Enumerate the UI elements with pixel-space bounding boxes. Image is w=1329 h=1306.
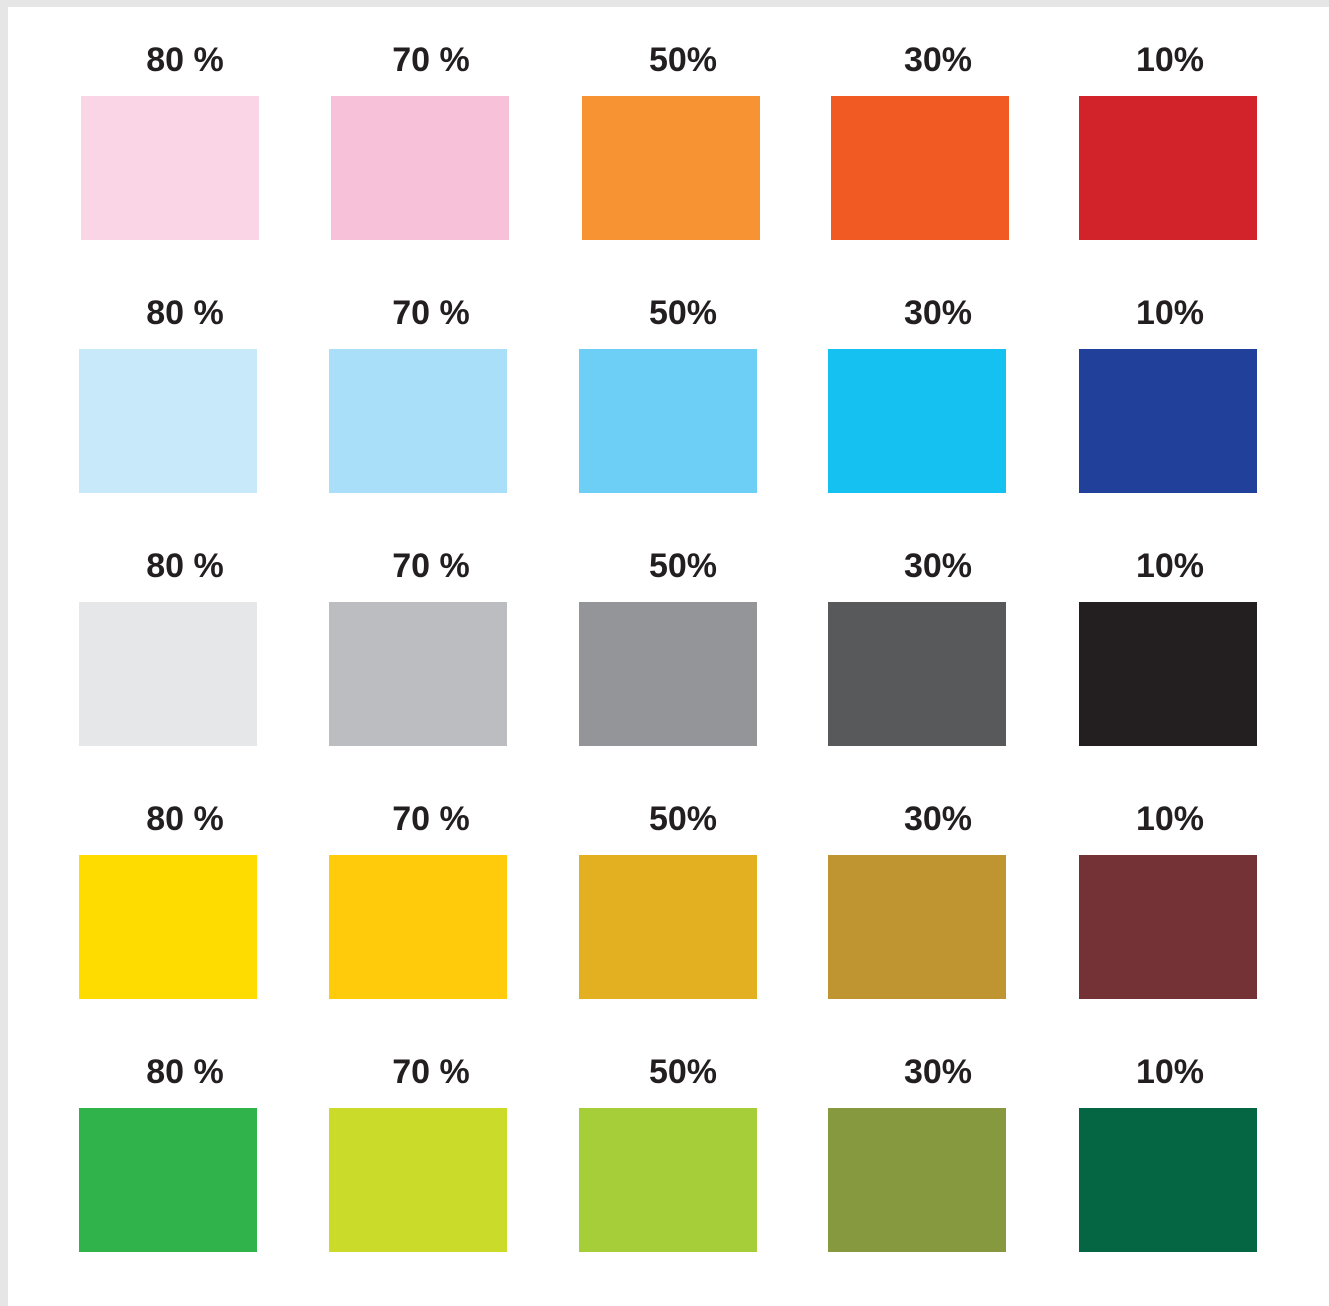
- swatch-cell: 50%: [579, 766, 757, 999]
- swatch-cell: 10%: [1079, 260, 1257, 493]
- swatch-cell: 80 %: [81, 7, 259, 240]
- swatch-sheet: 80 % 70 % 50% 30% 10% 80 % 70 % 50% 30% 10% 80 %…: [8, 7, 1329, 1306]
- swatch-label: 50%: [648, 294, 718, 332]
- swatch-cell: 30%: [828, 766, 1006, 999]
- color-swatch: [579, 855, 757, 999]
- swatch-cell: 80 %: [79, 1019, 257, 1252]
- swatch-cell: 30%: [828, 1019, 1006, 1252]
- swatch-cell: 70 %: [329, 766, 507, 999]
- swatch-label: 50%: [648, 800, 718, 838]
- swatch-label: 10%: [1135, 800, 1205, 838]
- swatch-label: 80 %: [146, 800, 224, 838]
- swatch-label: 80 %: [146, 547, 224, 585]
- color-swatch: [828, 602, 1006, 746]
- color-swatch: [828, 855, 1006, 999]
- color-swatch: [79, 855, 257, 999]
- color-swatch: [329, 1108, 507, 1252]
- color-swatch: [579, 349, 757, 493]
- swatch-label: 30%: [903, 1053, 973, 1091]
- color-swatch: [1079, 855, 1257, 999]
- swatch-cell: 70 %: [329, 1019, 507, 1252]
- swatch-cell: 70 %: [329, 260, 507, 493]
- swatch-cell: 10%: [1079, 1019, 1257, 1252]
- swatch-row-gray: 80 % 70 % 50% 30% 10%: [8, 513, 1329, 746]
- swatch-label: 70 %: [392, 1053, 470, 1091]
- swatch-cell: 30%: [831, 7, 1009, 240]
- swatch-cell: 30%: [828, 513, 1006, 746]
- swatch-label: 70 %: [392, 547, 470, 585]
- swatch-label: 80 %: [146, 41, 224, 79]
- swatch-row-yellow-brown: 80 % 70 % 50% 30% 10%: [8, 766, 1329, 999]
- swatch-cell: 10%: [1079, 766, 1257, 999]
- swatch-row-blue: 80 % 70 % 50% 30% 10%: [8, 260, 1329, 493]
- swatch-cell: 70 %: [329, 513, 507, 746]
- swatch-cell: 10%: [1079, 7, 1257, 240]
- swatch-label: 10%: [1135, 547, 1205, 585]
- swatch-label: 50%: [648, 1053, 718, 1091]
- swatch-label: 80 %: [146, 1053, 224, 1091]
- color-swatch: [831, 96, 1009, 240]
- swatch-label: 80 %: [146, 294, 224, 332]
- swatch-cell: 30%: [828, 260, 1006, 493]
- swatch-label: 30%: [903, 547, 973, 585]
- color-swatch: [1079, 349, 1257, 493]
- swatch-cell: 70 %: [331, 7, 509, 240]
- color-swatch: [81, 96, 259, 240]
- color-swatch: [579, 602, 757, 746]
- color-swatch: [1079, 96, 1257, 240]
- swatch-label: 10%: [1135, 1053, 1205, 1091]
- color-swatch: [828, 1108, 1006, 1252]
- swatch-row-green: 80 % 70 % 50% 30% 10%: [8, 1019, 1329, 1252]
- swatch-cell: 80 %: [79, 766, 257, 999]
- swatch-label: 10%: [1135, 41, 1205, 79]
- color-swatch: [331, 96, 509, 240]
- swatch-cell: 80 %: [79, 513, 257, 746]
- swatch-label: 30%: [903, 41, 973, 79]
- color-swatch: [329, 349, 507, 493]
- color-swatch: [329, 602, 507, 746]
- swatch-label: 70 %: [392, 41, 470, 79]
- color-swatch: [79, 349, 257, 493]
- swatch-cell: 50%: [579, 1019, 757, 1252]
- color-swatch: [828, 349, 1006, 493]
- color-swatch: [79, 602, 257, 746]
- color-swatch: [1079, 602, 1257, 746]
- swatch-label: 70 %: [392, 800, 470, 838]
- swatch-label: 50%: [648, 547, 718, 585]
- color-swatch: [1079, 1108, 1257, 1252]
- color-swatch: [582, 96, 760, 240]
- swatch-cell: 50%: [579, 260, 757, 493]
- color-swatch: [79, 1108, 257, 1252]
- swatch-cell: 50%: [582, 7, 760, 240]
- swatch-label: 50%: [648, 41, 718, 79]
- swatch-row-warm: 80 % 70 % 50% 30% 10%: [8, 7, 1329, 240]
- swatch-label: 30%: [903, 294, 973, 332]
- swatch-cell: 80 %: [79, 260, 257, 493]
- swatch-cell: 50%: [579, 513, 757, 746]
- color-swatch: [579, 1108, 757, 1252]
- swatch-cell: 10%: [1079, 513, 1257, 746]
- swatch-label: 10%: [1135, 294, 1205, 332]
- color-swatch: [329, 855, 507, 999]
- swatch-label: 30%: [903, 800, 973, 838]
- swatch-label: 70 %: [392, 294, 470, 332]
